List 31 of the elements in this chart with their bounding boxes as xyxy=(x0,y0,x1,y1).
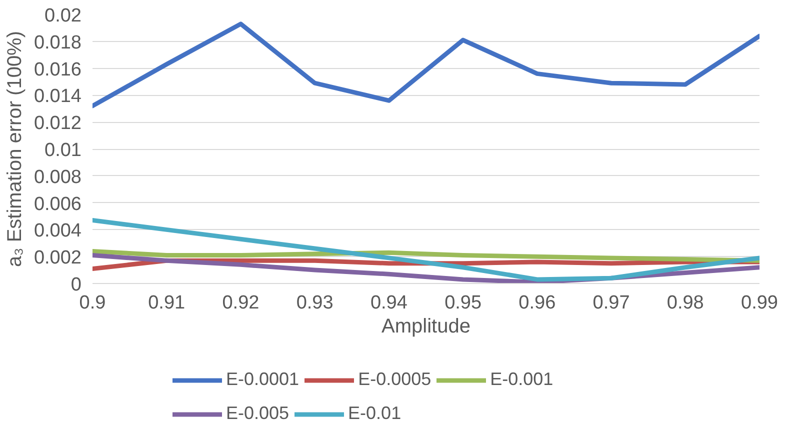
x-tick-label: 0.92 xyxy=(222,292,260,314)
legend-label: E-0.0001 xyxy=(226,369,300,390)
x-tick-label: 0.91 xyxy=(148,292,186,314)
legend-label: E-0.0005 xyxy=(358,369,432,390)
y-tick-label: 0.018 xyxy=(34,32,82,54)
line-series xyxy=(92,22,760,108)
legend-label: E-0.005 xyxy=(226,403,290,424)
y-tick-label: 0.006 xyxy=(34,194,82,215)
x-tick-label: 0.94 xyxy=(370,292,408,314)
legend-label: E-0.01 xyxy=(348,403,402,424)
y-tick-label: 0.016 xyxy=(34,59,82,80)
y-tick-label: 0.02 xyxy=(44,6,82,26)
y-tick-label: 0.014 xyxy=(34,86,82,108)
y-tick-label: 0.002 xyxy=(34,248,82,269)
line-series xyxy=(92,248,760,263)
y-tick-label: 0.008 xyxy=(34,166,82,188)
x-tick-label: 0.95 xyxy=(444,292,482,314)
legend-label: E-0.001 xyxy=(490,369,554,390)
x-tick-label: 0.96 xyxy=(518,292,556,314)
line-series xyxy=(92,218,760,282)
x-tick-label: 0.99 xyxy=(741,292,778,314)
x-tick-label: 0.98 xyxy=(666,292,704,314)
y-tick-label: 0.004 xyxy=(34,220,82,242)
x-tick-label: 0.97 xyxy=(592,292,630,314)
y-axis-title: a₃ Estimation error (100%) xyxy=(4,30,26,268)
y-tick-label: 0 xyxy=(70,274,82,296)
y-tick-label: 0.012 xyxy=(34,113,82,134)
x-tick-label: 0.93 xyxy=(296,292,334,314)
y-tick-label: 0.01 xyxy=(44,140,82,161)
x-axis-title: Amplitude xyxy=(382,316,470,338)
x-tick-label: 0.9 xyxy=(79,292,106,314)
